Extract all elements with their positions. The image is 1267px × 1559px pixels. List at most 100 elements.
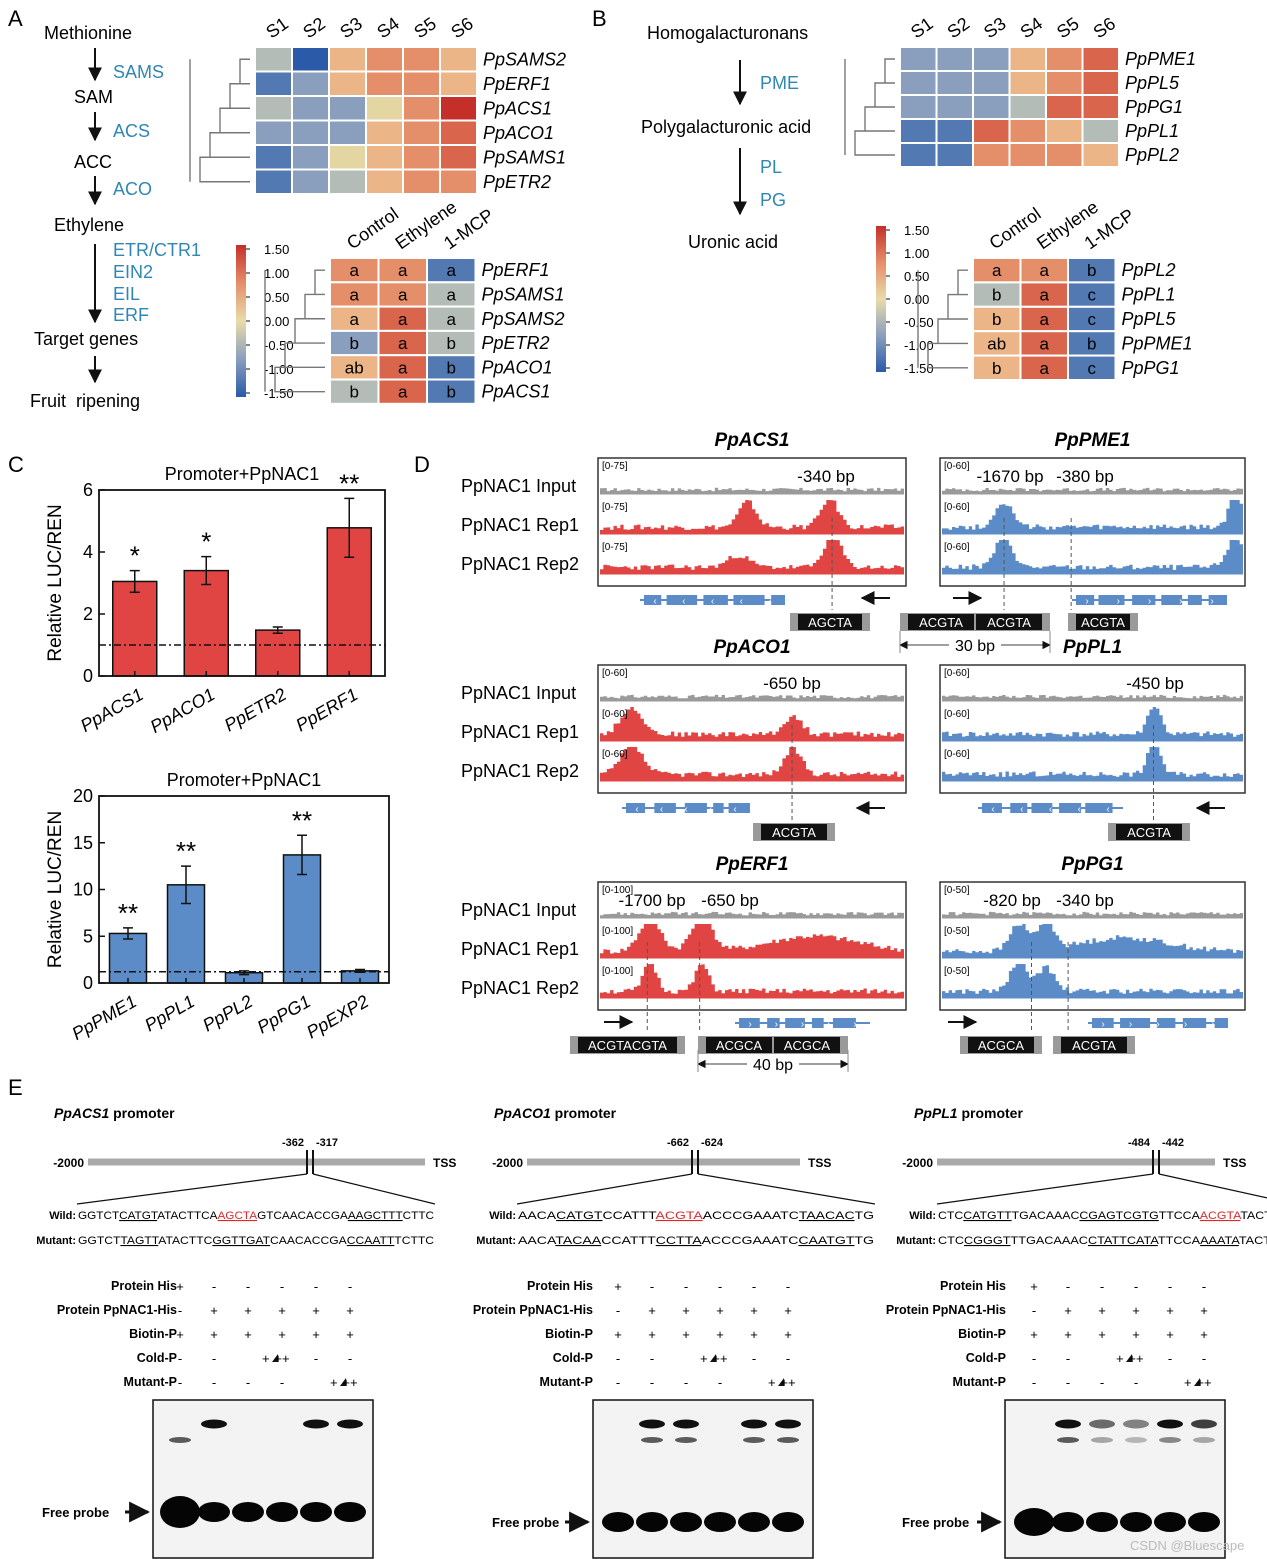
error-bar xyxy=(129,569,140,594)
peak-position-label: -650 bp xyxy=(701,891,759,910)
heatmap-column-label: S4 xyxy=(1017,13,1047,42)
track-row-label: PpNAC1 Rep2 xyxy=(461,978,579,998)
sequence-segment: TG xyxy=(854,1235,874,1247)
heatmap-cell xyxy=(365,144,404,171)
lane-value: - xyxy=(1168,1351,1172,1366)
significance-mark: ** xyxy=(118,898,138,928)
coverage-track xyxy=(600,911,904,918)
gene-exon xyxy=(684,803,707,813)
gene-exon xyxy=(771,595,785,605)
lane-value: ++ xyxy=(1128,1351,1143,1366)
track-row-label: PpNAC1 Rep2 xyxy=(461,761,579,781)
strand-chevron: ‹ xyxy=(1049,804,1052,815)
free-probe-band xyxy=(1120,1512,1152,1532)
site-start-label: -362 xyxy=(282,1137,304,1149)
wild-sequence: AACA CATGT CCATTT ACGTA ACCCGAAATC TAACAC TG xyxy=(518,1210,874,1222)
lane-value: - xyxy=(616,1351,620,1366)
sequence-segment: ACGTA xyxy=(1200,1210,1242,1222)
colorbar-tick-label: -1.00 xyxy=(264,362,294,377)
track-row-label: PpNAC1 Rep2 xyxy=(461,554,579,574)
locus-title: PpERF1 xyxy=(716,854,789,875)
promoter-start-label: -2000 xyxy=(492,1156,523,1170)
shifted-band-minor xyxy=(169,1437,191,1443)
enzyme-label: PL xyxy=(760,157,782,177)
sequence-segment: TGACAAAC xyxy=(1012,1210,1080,1222)
sequence-segment: CCATTT xyxy=(601,1235,656,1247)
shifted-band-minor xyxy=(1091,1437,1113,1443)
lane-value: - xyxy=(212,1351,216,1366)
heatmap-column-label: S1 xyxy=(262,13,292,42)
error-bar xyxy=(272,626,283,634)
significance-letter: b xyxy=(992,286,1001,305)
lane-value: - xyxy=(1134,1279,1138,1294)
colorbar-tick-label: 1.50 xyxy=(264,242,289,257)
significance-letter: b xyxy=(350,383,359,402)
sequence-segment: TTCCA xyxy=(1159,1210,1201,1222)
heatmap-column-label: S5 xyxy=(1053,13,1083,42)
sequence-segment: AACA xyxy=(518,1235,557,1247)
sequence-segment: AACA xyxy=(518,1210,557,1222)
strand-chevron: › xyxy=(1184,1019,1187,1030)
dendrogram xyxy=(917,269,968,369)
strand-chevron: › xyxy=(1148,596,1151,607)
heatmap-column-label: S6 xyxy=(447,13,477,42)
panel-a-label: A xyxy=(8,6,23,31)
free-probe-band xyxy=(1052,1512,1084,1532)
mutant-label: Mutant: xyxy=(476,1235,516,1247)
strand-chevron: › xyxy=(1156,1019,1159,1030)
mutant-sequence: AACA TACAA CCATTT CCTTA ACCCGAAATC CAATGT TG xyxy=(518,1235,874,1247)
shifted-band xyxy=(775,1419,801,1429)
lane-value: - xyxy=(178,1303,182,1318)
gene-exon xyxy=(1214,1018,1228,1028)
lane-value: + xyxy=(1166,1327,1174,1342)
lane-value: + xyxy=(278,1303,286,1318)
shifted-band-minor xyxy=(1159,1437,1181,1443)
ethylene-pathway: Methionine SAMS SAM ACS ACC ACO Ethylene… xyxy=(30,23,201,411)
colorbar-tick-label: 0.50 xyxy=(264,290,289,305)
lane-value: + xyxy=(1064,1303,1072,1318)
strand-chevron: ‹ xyxy=(709,804,712,815)
gene-exon xyxy=(1182,1018,1207,1028)
heatmap-cell xyxy=(402,168,441,195)
colorbar-tick-label: 0.50 xyxy=(904,269,929,284)
locus-title: PpPL1 xyxy=(1063,637,1122,658)
shifted-band-minor xyxy=(1057,1437,1079,1443)
heatmap-row-label: PpPL5 xyxy=(1125,73,1180,93)
spacing-label: 40 bp xyxy=(753,1057,793,1074)
sequence-segment: GTCAACACCGA xyxy=(257,1210,348,1222)
coverage-track xyxy=(942,747,1243,781)
lane-row-label: Protein His xyxy=(111,1279,177,1293)
heatmap-cell xyxy=(254,144,293,171)
significance-letter: b xyxy=(1087,261,1096,280)
tss-label: TSS xyxy=(1223,1156,1246,1170)
heatmap-cell xyxy=(439,46,478,73)
track-row-label: PpNAC1 Input xyxy=(461,900,576,920)
site-start-label: -662 xyxy=(667,1137,689,1149)
wild-label: Wild: xyxy=(489,1210,516,1222)
lane-value: - xyxy=(1134,1375,1138,1390)
sequence-segment: ATACTTC xyxy=(158,1235,212,1247)
track-range-label: [0-75] xyxy=(602,461,628,472)
locus-title: PpPG1 xyxy=(1061,854,1123,875)
error-bar xyxy=(123,927,133,940)
significance-letter: a xyxy=(1040,286,1050,305)
track-range-label: [0-50] xyxy=(944,885,970,896)
shifted-band-minor xyxy=(1193,1437,1215,1443)
track-range-label: [0-60] xyxy=(944,502,970,513)
track-row-label: PpNAC1 Input xyxy=(461,476,576,496)
free-probe-band xyxy=(160,1496,200,1528)
heatmap-row-label: PpACS1 xyxy=(482,382,551,402)
heatmap-cell xyxy=(972,118,1011,144)
motif-sequence: AGCTA xyxy=(808,615,852,630)
mutant-label: Mutant: xyxy=(896,1235,936,1247)
gene-exon xyxy=(1076,595,1095,605)
peak-position-label: -1670 bp xyxy=(976,467,1043,486)
colorbar-tick-label: 1.00 xyxy=(904,246,929,261)
lane-row-label: Biotin-P xyxy=(129,1327,177,1341)
significance-letter: a xyxy=(398,358,408,377)
heatmap-row-label: PpPL2 xyxy=(1122,260,1176,280)
strand-chevron: ‹ xyxy=(1106,804,1109,815)
